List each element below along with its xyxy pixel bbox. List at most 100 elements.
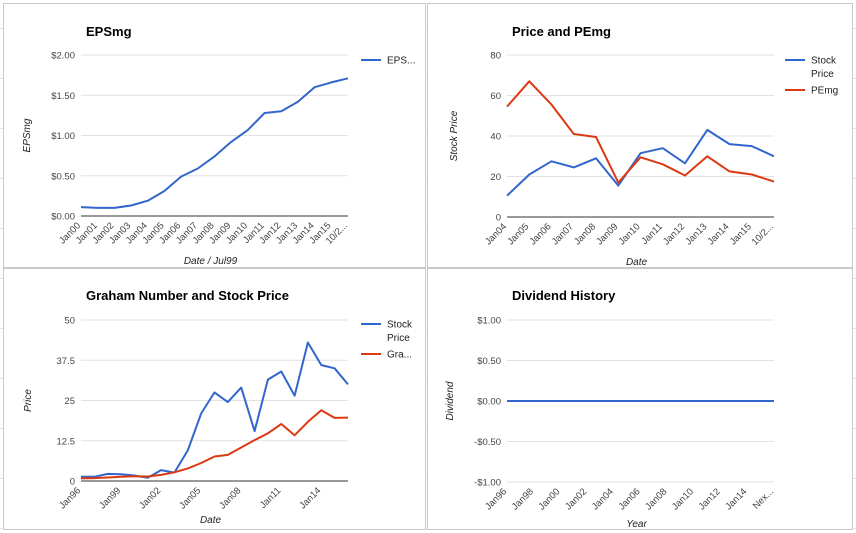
data-point xyxy=(147,200,149,202)
legend-label: EPS... xyxy=(387,56,415,67)
y-tick-label: $0.00 xyxy=(51,212,75,223)
data-point xyxy=(240,446,242,448)
data-point xyxy=(320,364,322,366)
data-point xyxy=(197,167,199,169)
y-tick-label: -$0.50 xyxy=(474,437,501,448)
data-point xyxy=(113,207,115,209)
data-point xyxy=(160,469,162,471)
data-point xyxy=(751,173,753,175)
data-point xyxy=(728,170,730,172)
y-tick-label: 60 xyxy=(490,91,501,102)
chart-graham: Graham Number and Stock Price 0 12.5 25 37.5… xyxy=(23,288,413,526)
chart-title: Price and PEmg xyxy=(512,24,611,39)
chart-panel-graham: Graham Number and Stock Price 0 12.5 25 37.5… xyxy=(3,268,426,530)
chart-epsmg: EPSmg$0.00$0.50$1.00$1.50$2.00Jan00Jan01… xyxy=(22,24,415,267)
data-point xyxy=(333,367,335,369)
data-point xyxy=(746,400,748,402)
legend-label: Price xyxy=(811,69,834,80)
data-point xyxy=(93,477,95,479)
legend-label: Price xyxy=(387,333,410,344)
y-tick-label: 50 xyxy=(64,316,75,327)
x-tick-label: Jan02 xyxy=(563,486,589,512)
x-tick-label: Jan12 xyxy=(697,486,723,512)
chart-panel-epsmg: EPSmg $0.00 $0.50 $1.00 $1.50 $2.00 Jan00 Jan01… xyxy=(3,3,426,268)
legend-label: Stock xyxy=(811,56,837,67)
legend-label: PEmg xyxy=(811,86,838,97)
data-point xyxy=(595,136,597,138)
data-point xyxy=(595,157,597,159)
data-point xyxy=(240,386,242,388)
data-point xyxy=(639,156,641,158)
data-point xyxy=(613,400,615,402)
data-point xyxy=(333,417,335,419)
data-point xyxy=(293,434,295,436)
data-point xyxy=(200,412,202,414)
data-point xyxy=(133,475,135,477)
chart-dividend: Dividend History -$1.00 -$0.50 $0.00 $0.50 $1… xyxy=(445,288,776,529)
chart-title: EPSmg xyxy=(86,24,132,39)
y-tick-label: 37.5 xyxy=(57,356,76,367)
x-tick-label: Jan04 xyxy=(590,486,616,512)
y-tick-label: 40 xyxy=(490,132,501,143)
y-tick-label: $0.00 xyxy=(477,397,501,408)
x-tick-label: Jan96 xyxy=(57,485,83,511)
x-tick-label: Jan07 xyxy=(550,221,576,247)
data-point xyxy=(120,476,122,478)
data-point xyxy=(506,195,508,197)
data-point xyxy=(313,86,315,88)
y-tick-label: 12.5 xyxy=(57,436,76,447)
series-line-2 xyxy=(506,80,775,184)
chart-panel-price-pemg: Price and PEmg 0 20 40 60 80 Jan04 Jan05 Jan06 Ja… xyxy=(427,3,853,268)
x-tick-label: Jan10 xyxy=(670,486,696,512)
data-point xyxy=(666,400,668,402)
data-point xyxy=(506,105,508,107)
data-point xyxy=(586,400,588,402)
data-point xyxy=(80,477,82,479)
x-tick-label: Jan11 xyxy=(639,221,665,247)
data-point xyxy=(347,383,349,385)
data-point xyxy=(773,180,775,182)
data-point xyxy=(639,152,641,154)
data-point xyxy=(213,155,215,157)
x-tick-label: Jan10 xyxy=(617,221,643,247)
data-point xyxy=(506,400,508,402)
legend-label: Stock xyxy=(387,320,413,331)
data-point xyxy=(160,474,162,476)
data-point xyxy=(706,129,708,131)
data-point xyxy=(550,103,552,105)
y-tick-label: -$1.00 xyxy=(474,478,501,489)
data-point xyxy=(751,145,753,147)
y-axis-label: EPSmg xyxy=(22,118,33,152)
x-tick-label: Jan05 xyxy=(505,221,531,247)
data-point xyxy=(347,416,349,418)
data-point xyxy=(307,341,309,343)
y-tick-label: $1.50 xyxy=(51,91,75,102)
data-point xyxy=(107,476,109,478)
data-point xyxy=(297,100,299,102)
chart-title: Graham Number and Stock Price xyxy=(86,288,289,303)
data-point xyxy=(706,155,708,157)
data-point xyxy=(280,370,282,372)
x-axis-label: Date xyxy=(200,515,222,526)
data-point xyxy=(213,455,215,457)
data-point xyxy=(528,80,530,82)
data-point xyxy=(320,409,322,411)
data-point xyxy=(617,181,619,183)
data-point xyxy=(253,439,255,441)
x-tick-label: Jan14 xyxy=(297,485,323,511)
series-line-2 xyxy=(80,409,349,480)
legend-label: Gra... xyxy=(387,350,412,361)
y-tick-label: $1.00 xyxy=(51,131,75,142)
data-point xyxy=(263,112,265,114)
data-point xyxy=(330,81,332,83)
x-tick-label: Jan14 xyxy=(706,221,732,247)
y-tick-label: $2.00 xyxy=(51,51,75,62)
x-axis-label: Date xyxy=(626,257,648,268)
data-point xyxy=(230,141,232,143)
data-point xyxy=(280,423,282,425)
data-point xyxy=(163,190,165,192)
x-tick-label: Jan00 xyxy=(536,486,562,512)
data-point xyxy=(130,204,132,206)
data-point xyxy=(684,174,686,176)
x-tick-label: Jan08 xyxy=(572,221,598,247)
